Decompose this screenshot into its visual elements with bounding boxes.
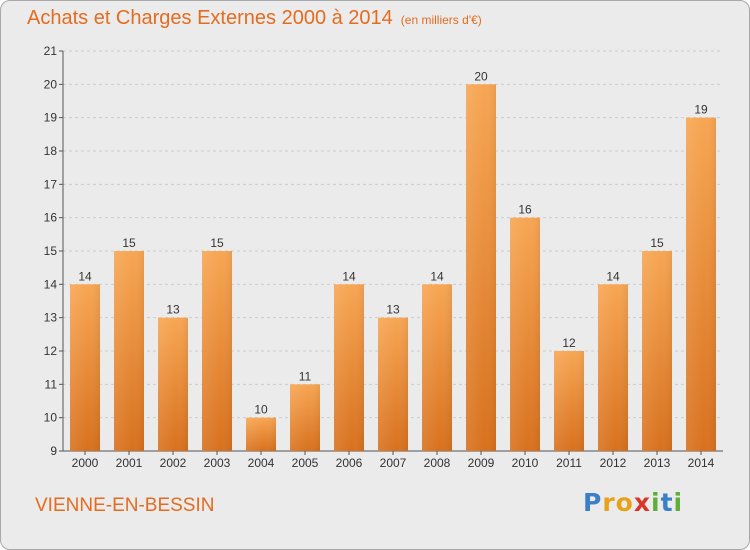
y-tick-label: 20 xyxy=(44,77,58,91)
bar-shade xyxy=(202,251,232,451)
y-tick-label: 13 xyxy=(44,311,58,325)
x-tick-label: 2002 xyxy=(160,456,187,470)
x-tick-label: 2013 xyxy=(644,456,671,470)
bar-shade xyxy=(686,117,716,452)
bar-value-label: 20 xyxy=(474,69,488,83)
y-tick-label: 19 xyxy=(44,111,58,125)
bar-value-label: 14 xyxy=(342,269,356,283)
bar-shade xyxy=(114,251,144,451)
bar-shade xyxy=(158,317,188,451)
proxiti-logo: Proxiti xyxy=(583,488,683,517)
y-tick-label: 9 xyxy=(50,444,57,458)
logo-letter: t xyxy=(660,488,674,517)
bar-shade xyxy=(70,284,100,451)
bar-value-label: 19 xyxy=(694,103,708,117)
bar-value-label: 14 xyxy=(430,269,444,283)
y-tick-label: 21 xyxy=(44,44,58,58)
y-tick-label: 11 xyxy=(45,377,58,391)
bar-value-label: 13 xyxy=(386,303,400,317)
bars xyxy=(70,84,716,452)
logo-letter: r xyxy=(602,488,616,517)
x-tick-label: 2010 xyxy=(512,456,539,470)
bar-value-label: 15 xyxy=(122,236,136,250)
x-tick-label: 2009 xyxy=(468,456,495,470)
x-tick-label: 2014 xyxy=(688,456,715,470)
y-tick-label: 14 xyxy=(44,277,58,291)
bar-value-label: 12 xyxy=(562,336,576,350)
bar-value-label: 10 xyxy=(254,403,268,417)
city-name: VIENNE-EN-BESSIN xyxy=(35,495,215,516)
bar-shade xyxy=(554,351,584,451)
bar-value-label: 13 xyxy=(166,303,180,317)
bar-value-label: 14 xyxy=(606,269,620,283)
bar-value-label: 16 xyxy=(518,203,532,217)
y-tick-label: 10 xyxy=(44,411,58,425)
y-tick-label: 12 xyxy=(44,344,58,358)
bar-shade xyxy=(290,384,320,451)
y-tick-label: 15 xyxy=(44,244,58,258)
x-tick-label: 2001 xyxy=(116,456,143,470)
logo-letter: P xyxy=(583,488,603,517)
x-tick-label: 2011 xyxy=(556,456,582,470)
bar-shade xyxy=(598,284,628,451)
bar-shade xyxy=(334,284,364,451)
x-tick-label: 2005 xyxy=(292,456,319,470)
x-tick-label: 2008 xyxy=(424,456,451,470)
x-tick-label: 2004 xyxy=(248,456,275,470)
bar-shade xyxy=(246,417,276,451)
logo-letter: i xyxy=(673,488,684,517)
bar-shade xyxy=(378,317,408,451)
x-tick-label: 2003 xyxy=(204,456,231,470)
x-tick-label: 2007 xyxy=(380,456,407,470)
bar-value-label: 15 xyxy=(650,236,664,250)
y-tick-label: 17 xyxy=(44,177,58,191)
x-tick-label: 2000 xyxy=(72,456,99,470)
x-tick-label: 2006 xyxy=(336,456,363,470)
chart-title: Achats et Charges Externes 2000 à 2014 (e… xyxy=(27,7,482,30)
logo-letter: x xyxy=(633,488,651,517)
bar-shade xyxy=(422,284,452,451)
logo-letter: o xyxy=(615,488,634,517)
chart-unit: (en milliers d'€) xyxy=(400,13,482,27)
labels: 9 10 11 12 13 14 15 16 17 18 19 20 21 14 2000 15 2001 13 2… xyxy=(44,44,715,470)
y-tick-label: 16 xyxy=(44,211,58,225)
bar-shade xyxy=(466,84,496,451)
x-tick-label: 2012 xyxy=(600,456,627,470)
bar-value-label: 15 xyxy=(210,236,224,250)
bar-value-label: 14 xyxy=(78,269,92,283)
y-tick-label: 18 xyxy=(44,144,58,158)
bar-value-label: 11 xyxy=(299,369,312,383)
chart-title-text: Achats et Charges Externes 2000 à 2014 xyxy=(27,7,393,29)
bar-shade xyxy=(510,217,540,451)
logo-letter: i xyxy=(651,488,661,517)
bar-shade xyxy=(642,251,672,451)
